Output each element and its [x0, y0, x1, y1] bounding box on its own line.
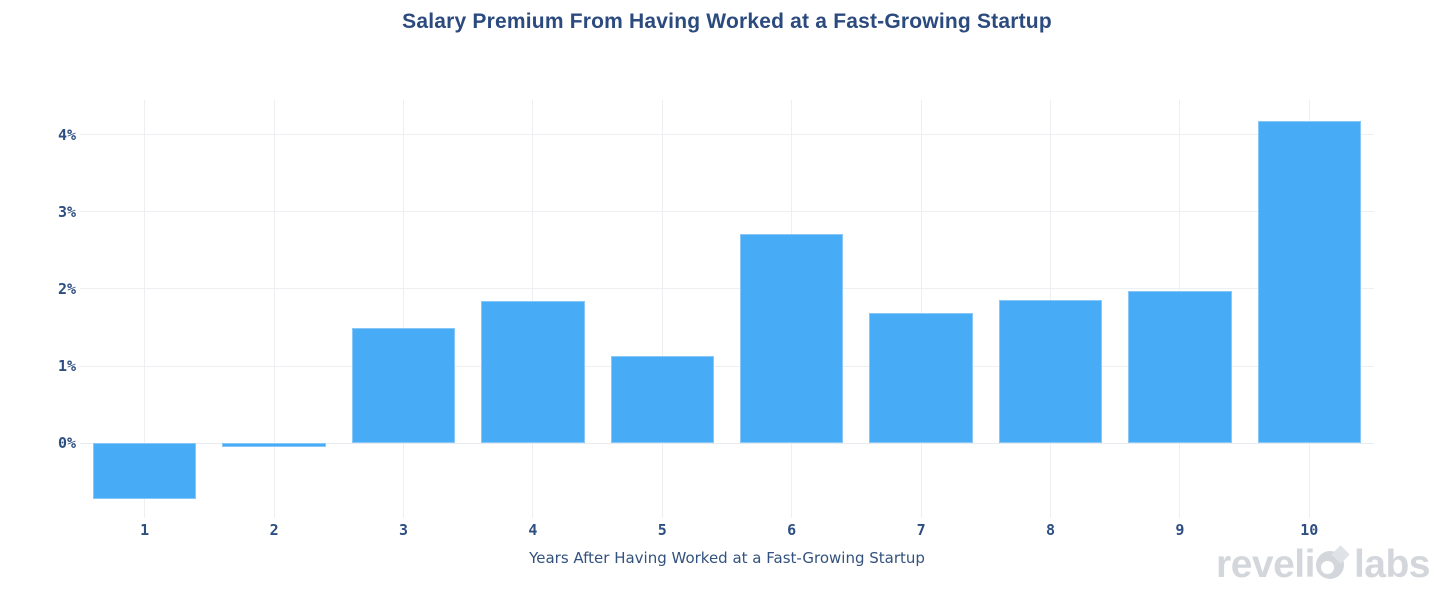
y-gridline [80, 134, 1374, 136]
revelio-o-diamond-icon [1331, 544, 1350, 564]
x-gridline [920, 100, 922, 518]
revelio-labs-watermark: reveli labs [1216, 543, 1431, 586]
bar-year-2[interactable] [222, 443, 326, 448]
bar-year-4[interactable] [481, 301, 585, 444]
x-axis-title: Years After Having Worked at a Fast-Grow… [529, 549, 925, 567]
x-tick-label: 10 [1300, 521, 1319, 539]
watermark-text-reveli: reveli [1216, 543, 1315, 586]
chart-title: Salary Premium From Having Worked at a F… [402, 10, 1052, 33]
bar-year-10[interactable] [1257, 120, 1362, 444]
bar-year-6[interactable] [739, 234, 844, 444]
x-gridline [144, 100, 146, 518]
y-tick-label: 2% [57, 279, 76, 298]
x-tick-label: 8 [1045, 521, 1055, 539]
bar-year-3[interactable] [351, 328, 456, 444]
x-tick-label: 4 [528, 521, 538, 539]
revelio-o-icon [1315, 544, 1350, 579]
x-tick-label: 2 [269, 521, 279, 539]
x-tick-label: 7 [916, 521, 926, 539]
y-tick-label: 1% [57, 357, 76, 376]
y-tick-label: 4% [57, 125, 76, 144]
bar-year-1[interactable] [92, 443, 197, 499]
y-tick-label: 0% [57, 434, 76, 453]
x-gridline [403, 100, 404, 518]
x-gridline [273, 100, 275, 518]
bar-year-9[interactable] [1128, 291, 1232, 444]
revelio-o-hole [1320, 560, 1334, 574]
x-tick-label: 9 [1175, 521, 1185, 539]
y-tick-label: 3% [57, 202, 76, 221]
bar-year-5[interactable] [610, 356, 715, 444]
y-gridline [80, 288, 1374, 290]
x-tick-label: 3 [398, 521, 408, 539]
x-tick-label: 1 [140, 521, 150, 539]
bar-year-8[interactable] [998, 299, 1103, 444]
watermark-text-labs: labs [1353, 543, 1431, 586]
zero-line [80, 442, 1374, 444]
bar-year-7[interactable] [869, 312, 973, 444]
x-tick-label: 5 [657, 521, 667, 539]
y-gridline [80, 365, 1374, 367]
x-gridline [661, 100, 663, 518]
x-tick-label: 6 [787, 521, 797, 539]
y-gridline [80, 211, 1374, 213]
